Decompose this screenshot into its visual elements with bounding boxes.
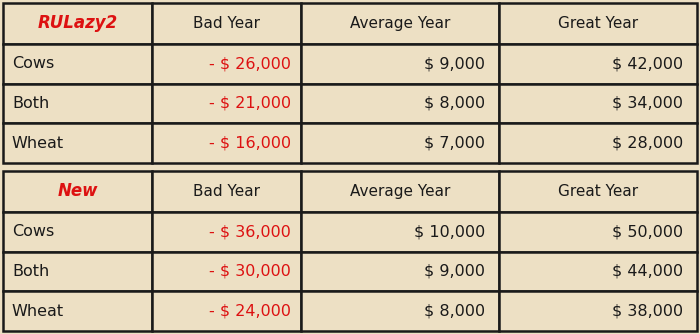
Text: $ 8,000: $ 8,000 — [424, 304, 485, 319]
Text: Bad Year: Bad Year — [193, 16, 260, 31]
Bar — [3, 44, 152, 84]
Bar — [152, 3, 302, 44]
Text: - $ 24,000: - $ 24,000 — [209, 304, 291, 319]
Text: $ 7,000: $ 7,000 — [424, 136, 485, 151]
Text: Wheat: Wheat — [12, 136, 64, 151]
Text: $ 9,000: $ 9,000 — [424, 264, 485, 279]
Bar — [302, 212, 499, 252]
Bar — [499, 252, 697, 291]
Bar — [499, 212, 697, 252]
Text: - $ 30,000: - $ 30,000 — [209, 264, 291, 279]
Text: - $ 26,000: - $ 26,000 — [209, 56, 291, 71]
Text: $ 42,000: $ 42,000 — [612, 56, 683, 71]
Text: - $ 21,000: - $ 21,000 — [209, 96, 291, 111]
Text: $ 50,000: $ 50,000 — [612, 224, 683, 239]
Bar — [302, 171, 499, 212]
Text: Both: Both — [12, 264, 49, 279]
Text: $ 28,000: $ 28,000 — [612, 136, 683, 151]
Bar — [302, 123, 499, 163]
Bar — [499, 291, 697, 331]
Text: $ 9,000: $ 9,000 — [424, 56, 485, 71]
Bar — [3, 291, 152, 331]
Bar — [499, 84, 697, 123]
Text: Wheat: Wheat — [12, 304, 64, 319]
Text: RULazy2: RULazy2 — [38, 14, 118, 32]
Bar — [3, 3, 152, 44]
Text: Average Year: Average Year — [350, 184, 451, 199]
Bar — [152, 44, 302, 84]
Bar — [152, 84, 302, 123]
Bar — [499, 123, 697, 163]
Bar — [152, 123, 302, 163]
Bar — [3, 123, 152, 163]
Bar — [3, 212, 152, 252]
Text: $ 44,000: $ 44,000 — [612, 264, 683, 279]
Bar — [152, 171, 302, 212]
Text: $ 10,000: $ 10,000 — [414, 224, 485, 239]
Bar — [302, 44, 499, 84]
Bar — [302, 291, 499, 331]
Text: - $ 36,000: - $ 36,000 — [209, 224, 291, 239]
Bar — [152, 212, 302, 252]
Bar — [499, 3, 697, 44]
Bar — [3, 171, 152, 212]
Text: New: New — [57, 182, 98, 200]
Text: Bad Year: Bad Year — [193, 184, 260, 199]
Text: Average Year: Average Year — [350, 16, 451, 31]
Text: - $ 16,000: - $ 16,000 — [209, 136, 291, 151]
Bar — [302, 252, 499, 291]
Text: Cows: Cows — [12, 56, 54, 71]
Text: Great Year: Great Year — [558, 16, 638, 31]
Text: Great Year: Great Year — [558, 184, 638, 199]
Bar — [3, 252, 152, 291]
Text: Cows: Cows — [12, 224, 54, 239]
Bar — [152, 252, 302, 291]
Bar — [499, 44, 697, 84]
Bar — [3, 84, 152, 123]
Bar — [302, 3, 499, 44]
Text: $ 8,000: $ 8,000 — [424, 96, 485, 111]
Bar — [302, 84, 499, 123]
Text: $ 38,000: $ 38,000 — [612, 304, 683, 319]
Bar — [499, 171, 697, 212]
Bar — [152, 291, 302, 331]
Text: Both: Both — [12, 96, 49, 111]
Text: $ 34,000: $ 34,000 — [612, 96, 683, 111]
